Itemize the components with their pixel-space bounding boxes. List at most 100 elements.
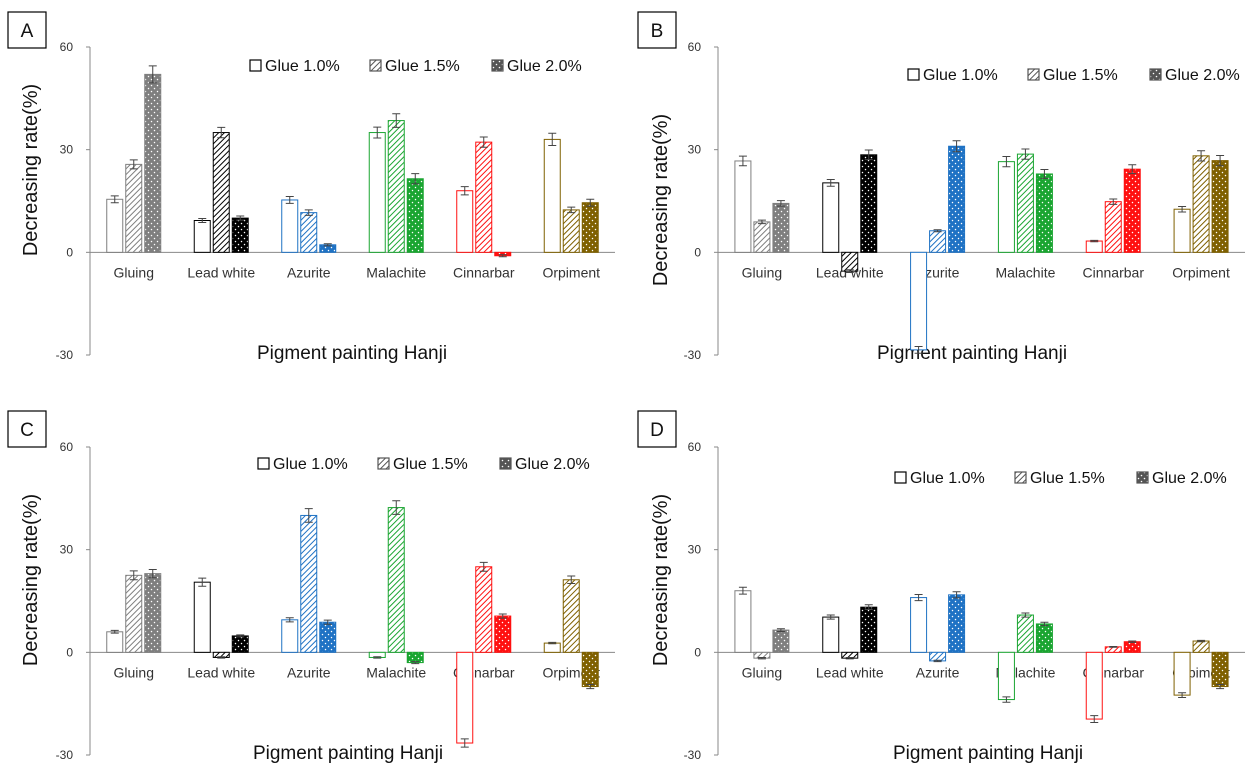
- error-bar: [776, 628, 785, 632]
- panel-label-box: [7, 11, 47, 49]
- bar: [929, 651, 947, 662]
- category-label: Gluing: [742, 264, 782, 280]
- error-bar: [1178, 692, 1187, 699]
- bar: [753, 221, 771, 253]
- bar: [231, 635, 249, 653]
- bar: [997, 651, 1015, 701]
- legend-swatch: [369, 59, 382, 72]
- bar: [910, 251, 928, 351]
- legend-label: Glue 1.0%: [273, 456, 348, 473]
- error-bar: [198, 217, 207, 224]
- category-label: Lead white: [187, 664, 255, 680]
- bar: [300, 514, 318, 653]
- y-tick-label: 0: [66, 245, 73, 259]
- error-bar: [236, 215, 245, 221]
- legend-swatch: [1027, 68, 1040, 81]
- bar: [300, 212, 318, 253]
- category-label: Lead white: [816, 664, 884, 680]
- panel-c: C -30 0 30 60 Pigment painting Hanji Decreasin…: [7, 410, 615, 764]
- bar: [106, 198, 124, 253]
- y-axis-title: Decreasing rate(%): [20, 494, 42, 666]
- legend-swatch: [1136, 471, 1149, 484]
- error-bar: [373, 656, 382, 659]
- bar: [1173, 651, 1191, 696]
- error-bar: [1021, 148, 1030, 160]
- error-bar: [217, 126, 226, 139]
- bar: [456, 190, 474, 253]
- x-axis-title: Pigment painting Hanji: [257, 343, 447, 364]
- x-axis-title: Pigment painting Hanji: [253, 743, 443, 764]
- bar: [494, 615, 512, 653]
- category-label: Orpiment: [1172, 264, 1230, 280]
- bar: [860, 606, 878, 653]
- category-label: Cinnarbar: [1083, 264, 1145, 280]
- error-bar: [1197, 639, 1206, 643]
- panel-label-box: [637, 410, 677, 448]
- legend-swatch: [249, 59, 262, 72]
- y-axis-title: Decreasing rate(%): [650, 114, 672, 286]
- legend-swatch: [377, 457, 390, 470]
- error-bar: [548, 132, 557, 147]
- y-tick-label: 30: [688, 543, 702, 557]
- error-bar: [129, 159, 138, 170]
- error-bar: [411, 173, 420, 185]
- error-bar: [757, 656, 766, 660]
- bar: [281, 199, 299, 253]
- category-label: Malachite: [366, 264, 426, 280]
- bar: [368, 132, 386, 253]
- bar: [193, 581, 211, 653]
- panel-d: D -30 0 30 60 Pigment painting Hanji Decreasin…: [637, 410, 1245, 764]
- legend-swatch: [491, 59, 504, 72]
- error-bar: [567, 206, 576, 214]
- bar: [1035, 173, 1053, 253]
- legend-label: Glue 1.0%: [923, 67, 998, 84]
- y-tick-label: 60: [60, 440, 74, 454]
- bar: [1016, 614, 1034, 653]
- legend-label: Glue 1.5%: [385, 58, 460, 75]
- bar: [822, 616, 840, 653]
- panel-label-box: [7, 410, 47, 448]
- error-bar: [1178, 205, 1187, 213]
- bar: [562, 209, 580, 253]
- bar: [543, 138, 561, 253]
- error-bar: [1216, 154, 1225, 167]
- bar: [1211, 160, 1229, 253]
- legend-swatch: [1014, 471, 1027, 484]
- error-bar: [198, 577, 207, 587]
- error-bar: [933, 229, 942, 233]
- bar: [860, 154, 878, 253]
- legend: Glue 1.0% Glue 1.5% Glue 2.0%: [907, 67, 1240, 84]
- error-bar: [1216, 684, 1225, 690]
- bar: [822, 182, 840, 253]
- x-axis-title: Pigment painting Hanji: [893, 743, 1083, 764]
- legend-swatch: [499, 457, 512, 470]
- error-bar: [148, 65, 157, 84]
- bar: [841, 251, 859, 272]
- bar: [929, 230, 947, 253]
- y-tick-label: 0: [694, 645, 701, 659]
- legend-label: Glue 1.0%: [910, 470, 985, 487]
- legend-label: Glue 2.0%: [1165, 67, 1240, 84]
- error-bar: [952, 140, 961, 153]
- bar: [193, 220, 211, 253]
- error-bar: [845, 269, 854, 274]
- bar: [1035, 623, 1053, 653]
- error-bar: [826, 614, 835, 620]
- error-bar: [567, 575, 576, 585]
- error-bar: [933, 659, 942, 663]
- legend: Glue 1.0% Glue 1.5% Glue 2.0%: [894, 470, 1227, 487]
- error-bar: [460, 186, 469, 196]
- error-bar: [129, 570, 138, 581]
- error-bar: [110, 629, 119, 634]
- bar: [456, 651, 474, 744]
- error-bar: [323, 243, 332, 247]
- error-bar: [1128, 164, 1137, 175]
- panel-a: A -30 0 30 60 Pigment painting Hanji Decreasin…: [7, 11, 615, 364]
- bar: [125, 574, 143, 653]
- panel-label: C: [20, 420, 34, 441]
- category-label: Cinnarbar: [453, 264, 515, 280]
- bar: [387, 507, 405, 653]
- error-bar: [548, 641, 557, 645]
- bar: [1085, 240, 1103, 253]
